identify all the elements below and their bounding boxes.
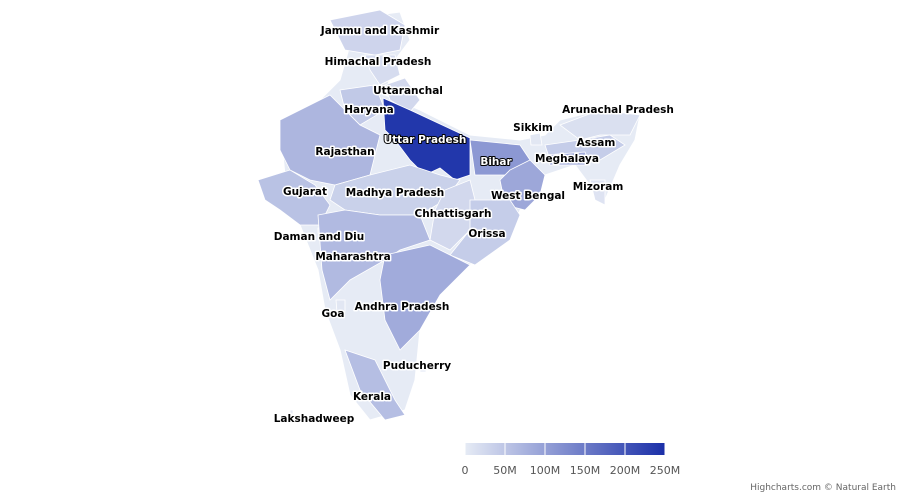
region-label: Uttar Pradesh — [384, 134, 467, 146]
regions — [257, 9, 641, 421]
region — [544, 151, 591, 166]
region — [419, 364, 427, 373]
region-label: Andhra Pradesh — [355, 301, 450, 313]
region-label: Haryana — [344, 104, 394, 116]
region-label: Arunachal Pradesh — [562, 104, 674, 116]
region-label: Jammu and Kashmir — [320, 25, 440, 37]
region — [317, 209, 431, 301]
region-label: Daman and Diu — [274, 231, 364, 243]
region-label: Goa — [322, 308, 345, 320]
region — [329, 9, 406, 56]
region-label: Mizoram — [573, 181, 624, 193]
region-label: Chhattisgarh — [415, 208, 492, 220]
color-legend — [465, 443, 665, 455]
region-label: Lakshadweep — [274, 413, 355, 425]
legend-tick-label: 0 — [462, 464, 469, 477]
legend-ticks: 0 50M 100M 150M 200M 250M — [462, 443, 681, 477]
region — [382, 97, 471, 181]
region — [339, 84, 386, 126]
region-label: Sikkim — [513, 122, 553, 134]
region — [335, 299, 346, 313]
region — [529, 132, 543, 146]
region — [379, 244, 471, 351]
region — [589, 179, 606, 206]
legend-tick-label: 250M — [650, 464, 681, 477]
region — [499, 159, 546, 211]
region-label: Orissa — [468, 228, 505, 240]
legend-tick-label: 50M — [493, 464, 517, 477]
credit: Highcharts.com © Natural Earth — [750, 483, 896, 493]
region — [384, 77, 421, 113]
region — [449, 199, 521, 266]
region-label: Maharashtra — [315, 251, 390, 263]
region — [344, 349, 406, 421]
labels: Jammu and Kashmir Himachal Pradesh Uttaran… — [272, 24, 675, 427]
region-label: Gujarat — [283, 186, 327, 198]
region-label: Uttaranchal — [373, 85, 443, 97]
region-label: Rajasthan — [315, 146, 374, 158]
region-label: Assam — [577, 137, 616, 149]
region-label: Himachal Pradesh — [325, 56, 432, 68]
legend-tick-label: 150M — [570, 464, 601, 477]
region — [289, 409, 294, 415]
region-label: Puducherry — [383, 360, 451, 372]
region-label: Meghalaya — [535, 153, 599, 165]
legend-tick-label: 100M — [530, 464, 561, 477]
region-label: Bihar — [480, 156, 512, 168]
region-label: West Bengal — [491, 190, 565, 202]
region — [364, 54, 401, 86]
legend-tick-label: 200M — [610, 464, 641, 477]
region — [429, 179, 476, 251]
region-label: Kerala — [353, 391, 391, 403]
region-label: Madhya Pradesh — [346, 187, 444, 199]
